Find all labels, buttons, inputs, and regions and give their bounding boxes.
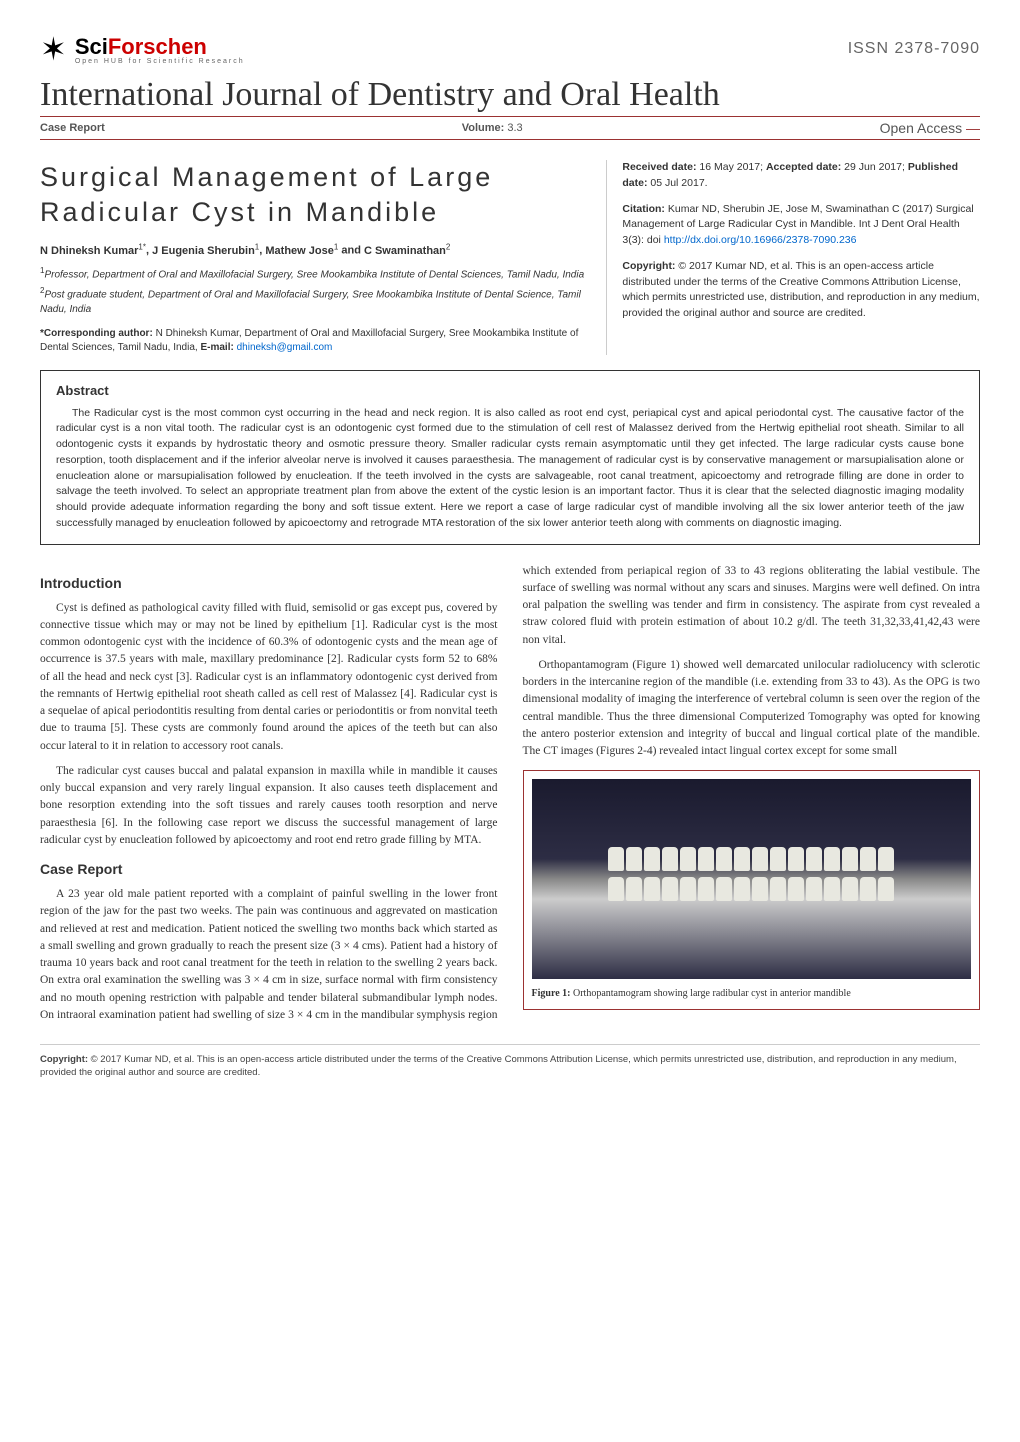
email-label: E-mail:	[200, 342, 233, 353]
body-columns: Introduction Cyst is defined as patholog…	[40, 563, 980, 1025]
logo-text-wrap: SciForschen Open HUB for Scientific Rese…	[75, 34, 245, 65]
author-1: N Dhineksh Kumar1*	[40, 245, 146, 257]
affiliation-2: 2Post graduate student, Department of Or…	[40, 285, 594, 316]
open-access: Open Access —	[880, 120, 980, 136]
volume-value: 3.3	[507, 122, 522, 134]
open-access-text: Open Access	[880, 120, 963, 136]
teeth-upper-icon	[608, 847, 894, 871]
logo-area: ✶ SciForschen Open HUB for Scientific Re…	[40, 30, 245, 68]
logo-main: Sci	[75, 34, 108, 59]
logo-text: SciForschen	[75, 34, 245, 60]
logo-icon: ✶	[40, 30, 67, 68]
volume-label: Volume:	[462, 122, 505, 134]
abstract-box: Abstract The Radicular cyst is the most …	[40, 370, 980, 545]
logo-accent: Forschen	[108, 34, 207, 59]
logo-subtitle: Open HUB for Scientific Research	[75, 58, 245, 65]
authors-line: N Dhineksh Kumar1*, J Eugenia Sherubin1,…	[40, 242, 594, 257]
received-label: Received date:	[622, 161, 696, 173]
abstract-text: The Radicular cyst is the most common cy…	[56, 406, 964, 532]
volume-info: Volume: 3.3	[462, 122, 523, 134]
case-paragraph-2: Orthopantamogram (Figure 1) showed well …	[523, 657, 981, 761]
published-date: 05 Jul 2017.	[650, 177, 707, 189]
issn-text: ISSN 2378-7090	[848, 40, 980, 58]
doi-link[interactable]: http://dx.doi.org/10.16966/2378-7090.236	[664, 234, 857, 246]
footer-copyright-text: © 2017 Kumar ND, et al. This is an open-…	[40, 1054, 957, 1078]
figure-1-box: Figure 1: Orthopantamogram showing large…	[523, 770, 981, 1010]
copyright-text: © 2017 Kumar ND, et al. This is an open-…	[622, 260, 979, 319]
footer-copyright-label: Copyright:	[40, 1054, 88, 1065]
figure-1-image	[532, 779, 972, 979]
figure-1-label: Figure 1:	[532, 988, 571, 999]
copyright-footer: Copyright: © 2017 Kumar ND, et al. This …	[40, 1044, 980, 1080]
figure-1-caption-text: Orthopantamogram showing large radibular…	[573, 988, 851, 999]
received-date: 16 May 2017;	[699, 161, 763, 173]
accepted-date: 29 Jun 2017;	[844, 161, 905, 173]
dates-block: Received date: 16 May 2017; Accepted dat…	[622, 160, 980, 192]
citation-block: Citation: Kumar ND, Sherubin JE, Jose M,…	[622, 202, 980, 249]
article-title: Surgical Management of Large Radicular C…	[40, 160, 594, 230]
corresponding-label: *Corresponding author:	[40, 328, 153, 339]
citation-label: Citation:	[622, 203, 665, 215]
figure-1-caption: Figure 1: Orthopantamogram showing large…	[532, 987, 972, 1001]
corresponding-email[interactable]: dhineksh@gmail.com	[237, 342, 333, 353]
affiliation-1: 1Professor, Department of Oral and Maxil…	[40, 265, 594, 282]
header-row: ✶ SciForschen Open HUB for Scientific Re…	[40, 30, 980, 68]
author-4: C Swaminathan2	[364, 245, 450, 257]
author-3: Mathew Jose1	[265, 245, 338, 257]
title-authors-block: Surgical Management of Large Radicular C…	[40, 160, 607, 355]
meta-bar: Case Report Volume: 3.3 Open Access —	[40, 116, 980, 140]
dash-icon: —	[966, 120, 980, 136]
case-report-heading: Case Report	[40, 859, 498, 880]
journal-title: International Journal of Dentistry and O…	[40, 76, 980, 114]
intro-paragraph-2: The radicular cyst causes buccal and pal…	[40, 763, 498, 849]
introduction-heading: Introduction	[40, 573, 498, 594]
copyright-label: Copyright:	[622, 260, 675, 272]
article-info-block: Received date: 16 May 2017; Accepted dat…	[622, 160, 980, 355]
copyright-block: Copyright: © 2017 Kumar ND, et al. This …	[622, 259, 980, 322]
article-type: Case Report	[40, 122, 105, 134]
intro-paragraph-1: Cyst is defined as pathological cavity f…	[40, 600, 498, 755]
author-2: J Eugenia Sherubin1	[152, 245, 259, 257]
corresponding-author: *Corresponding author: N Dhineksh Kumar,…	[40, 327, 594, 355]
title-info-grid: Surgical Management of Large Radicular C…	[40, 160, 980, 355]
teeth-lower-icon	[608, 877, 894, 901]
abstract-heading: Abstract	[56, 383, 964, 398]
accepted-label: Accepted date:	[766, 161, 841, 173]
